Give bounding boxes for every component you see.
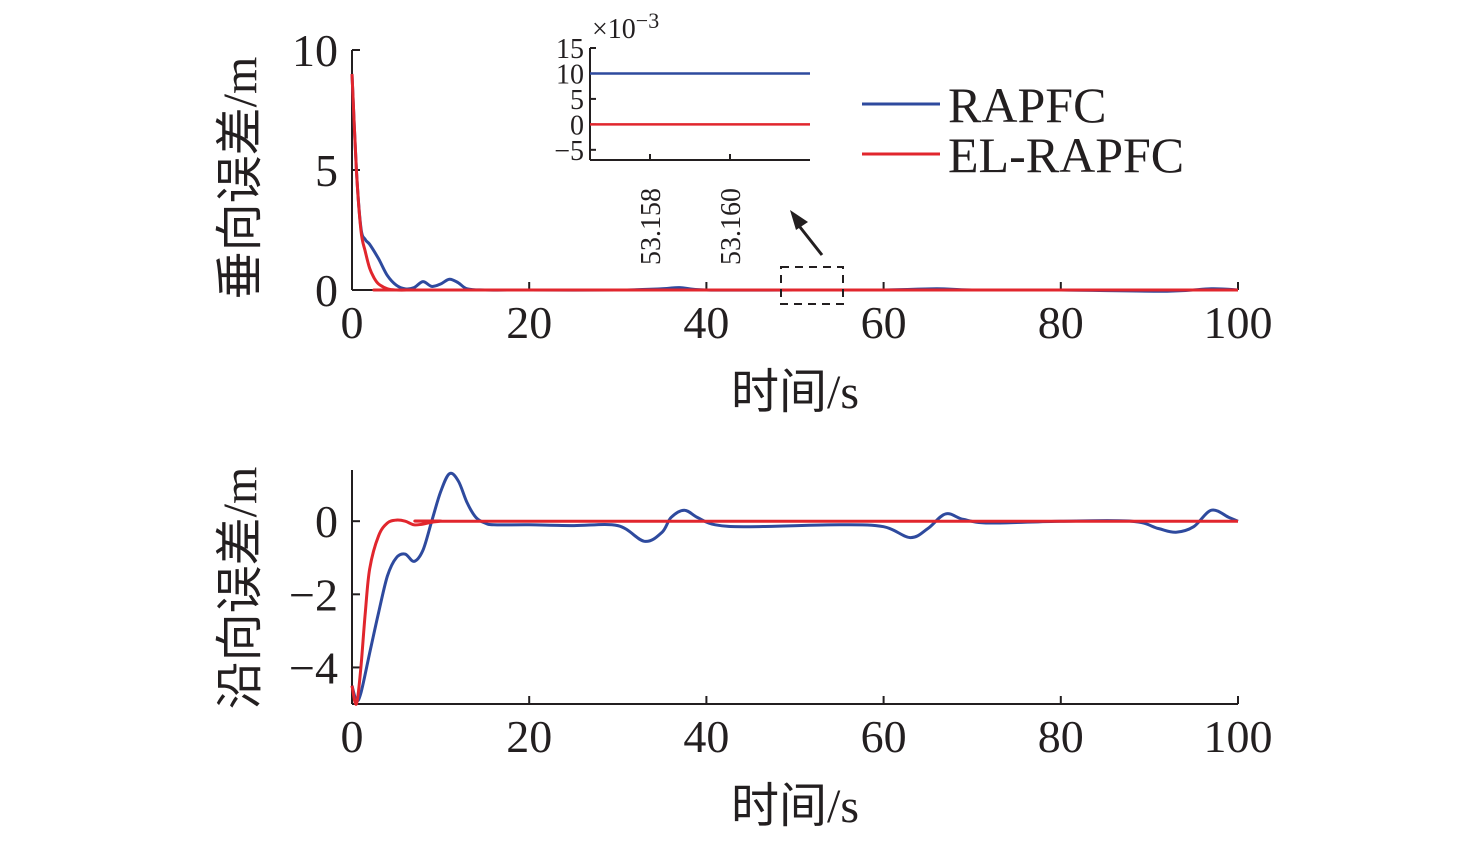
inset-x-tick-label: 53.160 xyxy=(716,188,747,265)
inset-multiplier: ×10−3 xyxy=(592,8,659,45)
bottom-x-tick-label: 20 xyxy=(506,711,552,762)
top-y-tick-label: 5 xyxy=(315,145,338,196)
top-xlabel: 时间/s xyxy=(731,366,859,419)
bottom-y-tick-label: 0 xyxy=(315,496,338,547)
legend-label-el-rapfc: EL-RAPFC xyxy=(948,127,1184,183)
legend-label-rapfc: RAPFC xyxy=(948,77,1106,133)
top-series-el-rapfc xyxy=(350,73,1238,292)
top-y-tick-label: 0 xyxy=(315,265,338,316)
inset-x-tick-label: 53.158 xyxy=(636,188,667,265)
zoom-box xyxy=(780,266,844,305)
top-x-tick-label: 20 xyxy=(506,297,552,348)
top-x-tick-label: 100 xyxy=(1204,297,1273,348)
top-y-tick-label: 10 xyxy=(292,25,338,76)
top-series xyxy=(350,73,1239,293)
zoom-arrow xyxy=(790,210,824,256)
bottom-y-tick-label: −2 xyxy=(289,569,338,620)
bottom-x-tick-label: 40 xyxy=(683,711,729,762)
bottom-ylabel: 沿向误差/m xyxy=(214,467,267,710)
bottom-series-rapfc xyxy=(350,471,1239,703)
top-x-tick-label: 80 xyxy=(1038,297,1084,348)
inset-y-tick-label: 10 xyxy=(556,59,584,90)
bottom-x-tick-label: 80 xyxy=(1038,711,1084,762)
bottom-x-tick-label: 0 xyxy=(341,711,364,762)
bottom-series xyxy=(350,471,1239,706)
bottom-y-tick-label: −4 xyxy=(289,642,338,693)
bottom-xlabel: 时间/s xyxy=(731,780,859,833)
bottom-series-el-rapfc xyxy=(350,518,1238,706)
inset-y-tick-label: 15 xyxy=(556,34,584,65)
inset-y-tick-label: 5 xyxy=(570,85,584,116)
inset-y-tick-label: 0 xyxy=(570,110,584,141)
top-x-tick-label: 0 xyxy=(341,297,364,348)
inset-y-tick-label: −5 xyxy=(554,136,584,167)
bottom-ticks: 0 20 40 60 80 100 0 −2 −4 xyxy=(289,470,1273,762)
top-x-tick-label: 40 xyxy=(683,297,729,348)
bottom-panel: 0 20 40 60 80 100 0 −2 −4 沿向误差/m 时间/s xyxy=(214,467,1273,833)
bottom-x-tick-label: 100 xyxy=(1204,711,1273,762)
top-ylabel: 垂向误差/m xyxy=(214,57,267,300)
bottom-x-tick-label: 60 xyxy=(861,711,907,762)
inset-series xyxy=(589,72,810,126)
top-x-tick-label: 60 xyxy=(861,297,907,348)
